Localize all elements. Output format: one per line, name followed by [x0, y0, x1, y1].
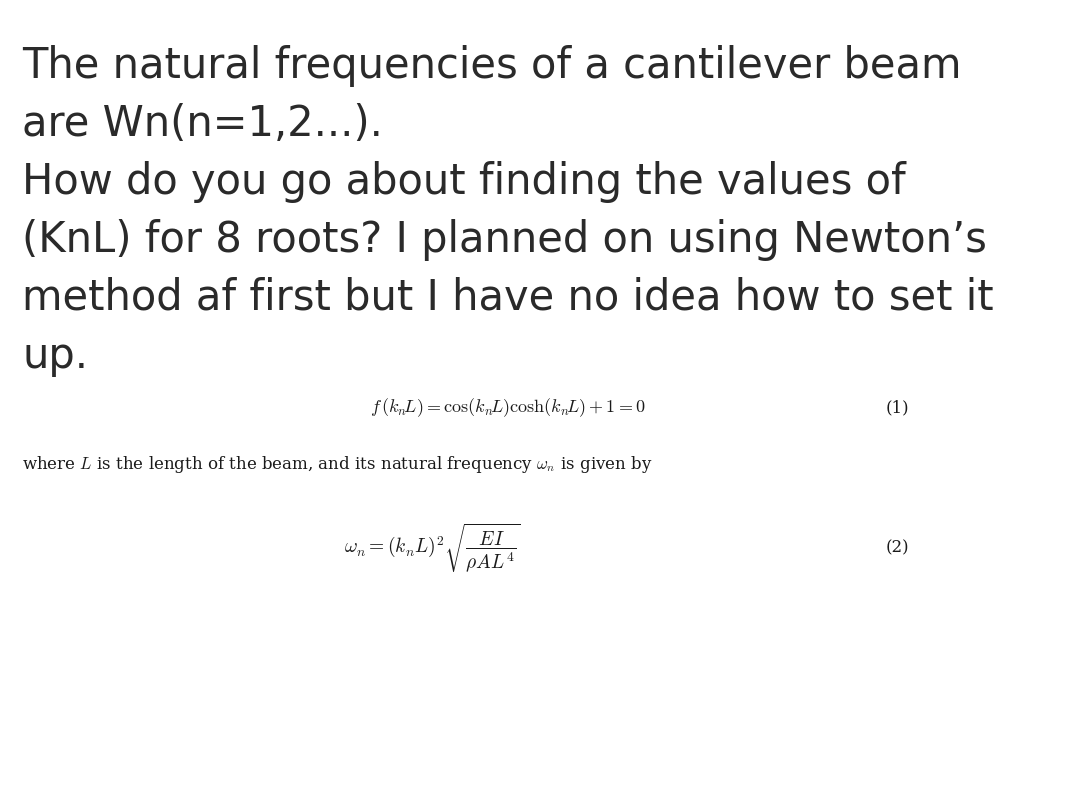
Text: $f\,(k_n\!L) = \cos(k_n\!L)\cosh(k_n\!L)+1 = 0$: $f\,(k_n\!L) = \cos(k_n\!L)\cosh(k_n\!L)… — [369, 396, 646, 419]
Text: $\omega_n = (k_n L)^2 \sqrt{\dfrac{EI}{\rho A L^4}}$: $\omega_n = (k_n L)^2 \sqrt{\dfrac{EI}{\… — [343, 520, 521, 574]
Text: method af first but I have no idea how to set it: method af first but I have no idea how t… — [22, 277, 994, 319]
Text: are Wn(n=1,2...).: are Wn(n=1,2...). — [22, 103, 383, 145]
Text: (2): (2) — [886, 539, 909, 556]
Text: up.: up. — [22, 335, 87, 377]
Text: The natural frequencies of a cantilever beam: The natural frequencies of a cantilever … — [22, 45, 961, 87]
Text: (KnL) for 8 roots? I planned on using Newton’s: (KnL) for 8 roots? I planned on using Ne… — [22, 218, 987, 261]
Text: How do you go about finding the values of: How do you go about finding the values o… — [22, 161, 906, 202]
Text: (1): (1) — [886, 399, 909, 416]
Text: where $L$ is the length of the beam, and its natural frequency $\omega_n$ is giv: where $L$ is the length of the beam, and… — [22, 454, 652, 475]
